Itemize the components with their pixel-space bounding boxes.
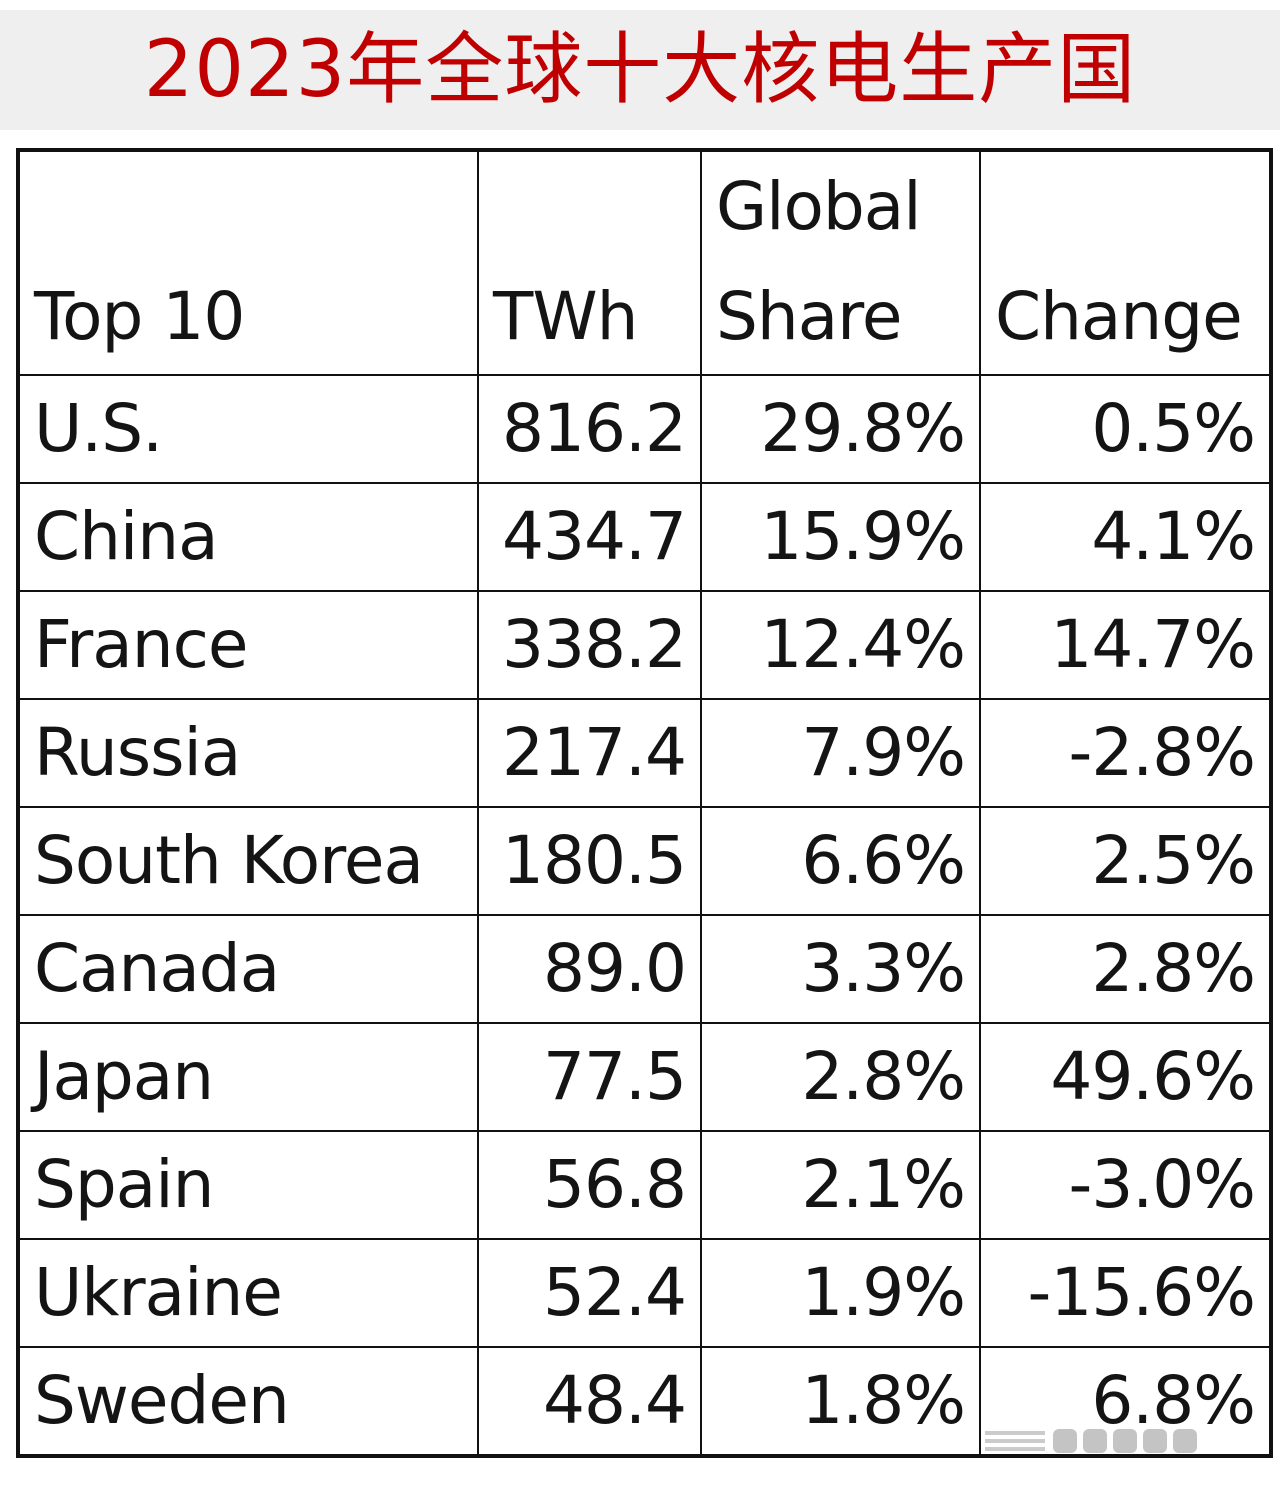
country-cell: Japan (17, 1022, 479, 1132)
change-cell: 49.6% (979, 1022, 1272, 1132)
table-row: Russia 217.4 7.9% -2.8% (17, 698, 1272, 808)
share-cell: 12.4% (700, 590, 981, 700)
table-row: France 338.2 12.4% 14.7% (17, 590, 1272, 700)
header-top10: Top 10 (17, 149, 479, 376)
twh-cell: 434.7 (477, 482, 702, 592)
header-share-line1: Global (716, 168, 922, 245)
country-cell: Sweden (17, 1346, 479, 1457)
page-title: 2023年全球十大核电生产国 (143, 25, 1137, 115)
country-cell: Spain (17, 1130, 479, 1240)
share-cell: 3.3% (700, 914, 981, 1024)
watermark (985, 1422, 1255, 1460)
twh-cell: 338.2 (477, 590, 702, 700)
share-cell: 7.9% (700, 698, 981, 808)
twh-cell: 816.2 (477, 374, 702, 484)
change-cell: -3.0% (979, 1130, 1272, 1240)
watermark-glyphs (1053, 1429, 1197, 1453)
share-cell: 29.8% (700, 374, 981, 484)
share-cell: 1.8% (700, 1346, 981, 1457)
twh-cell: 77.5 (477, 1022, 702, 1132)
country-cell: South Korea (17, 806, 479, 916)
twh-cell: 52.4 (477, 1238, 702, 1348)
change-cell: -15.6% (979, 1238, 1272, 1348)
twh-cell: 89.0 (477, 914, 702, 1024)
nuclear-producers-table: Top 10 TWh Global Share Change U.S. 816.2 2… (16, 148, 1273, 1458)
share-cell: 1.9% (700, 1238, 981, 1348)
table-row: Spain 56.8 2.1% -3.0% (17, 1130, 1272, 1240)
header-twh: TWh (477, 149, 702, 376)
table-row: China 434.7 15.9% 4.1% (17, 482, 1272, 592)
table-row: U.S. 816.2 29.8% 0.5% (17, 374, 1272, 484)
change-cell: 0.5% (979, 374, 1272, 484)
twh-cell: 217.4 (477, 698, 702, 808)
change-cell: 2.5% (979, 806, 1272, 916)
share-cell: 2.8% (700, 1022, 981, 1132)
change-cell: -2.8% (979, 698, 1272, 808)
title-bar: 2023年全球十大核电生产国 (0, 10, 1280, 130)
table-row: Ukraine 52.4 1.9% -15.6% (17, 1238, 1272, 1348)
twh-cell: 56.8 (477, 1130, 702, 1240)
country-cell: U.S. (17, 374, 479, 484)
header-global-share: Global Share (700, 149, 981, 376)
watermark-lines (985, 1431, 1045, 1451)
share-cell: 2.1% (700, 1130, 981, 1240)
table-row: Japan 77.5 2.8% 49.6% (17, 1022, 1272, 1132)
change-cell: 2.8% (979, 914, 1272, 1024)
share-cell: 6.6% (700, 806, 981, 916)
table-row: Canada 89.0 3.3% 2.8% (17, 914, 1272, 1024)
change-cell: 4.1% (979, 482, 1272, 592)
table-row: Sweden 48.4 1.8% 6.8% (17, 1346, 1272, 1457)
country-cell: France (17, 590, 479, 700)
header-change: Change (979, 149, 1272, 376)
share-cell: 15.9% (700, 482, 981, 592)
change-cell: 14.7% (979, 590, 1272, 700)
country-cell: Ukraine (17, 1238, 479, 1348)
country-cell: Canada (17, 914, 479, 1024)
twh-cell: 48.4 (477, 1346, 702, 1457)
country-cell: Russia (17, 698, 479, 808)
table-body: U.S. 816.2 29.8% 0.5% China 434.7 15.9% 4.1% Fra… (17, 374, 1272, 1457)
twh-cell: 180.5 (477, 806, 702, 916)
table-row: South Korea 180.5 6.6% 2.5% (17, 806, 1272, 916)
country-cell: China (17, 482, 479, 592)
header-row: Top 10 TWh Global Share Change (17, 149, 1272, 376)
header-share-line2: Share (716, 278, 902, 355)
